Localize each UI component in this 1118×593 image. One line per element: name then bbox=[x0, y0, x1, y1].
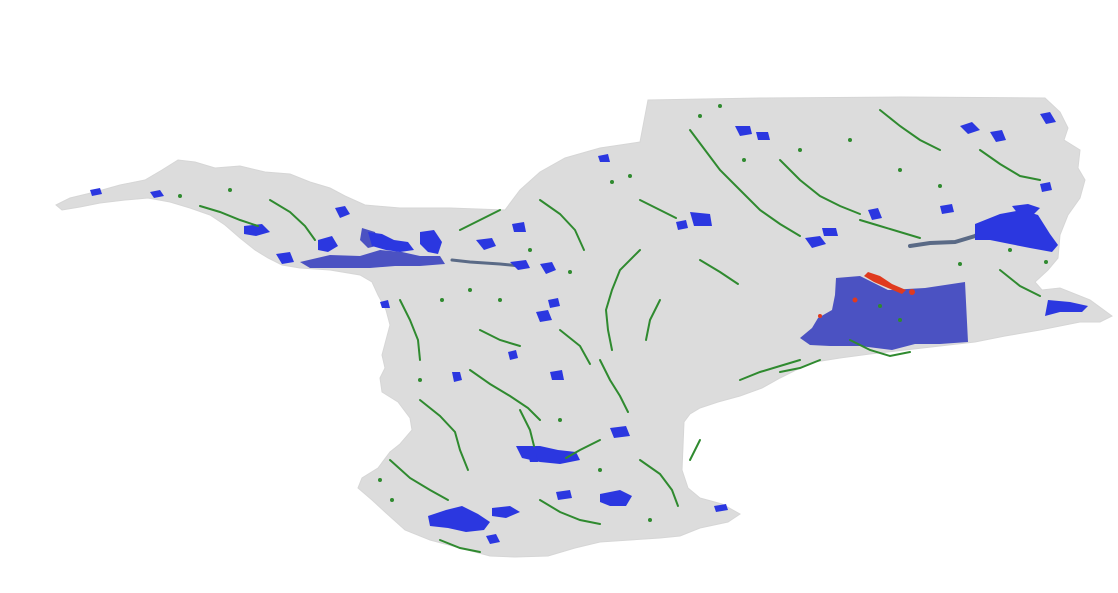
vegetation-streams bbox=[178, 104, 1048, 553]
reservoir bbox=[800, 276, 968, 350]
reservoir-arm bbox=[300, 250, 445, 268]
lakes bbox=[90, 112, 1088, 544]
highlight-marks bbox=[818, 272, 915, 318]
region-land-area bbox=[55, 96, 1113, 558]
